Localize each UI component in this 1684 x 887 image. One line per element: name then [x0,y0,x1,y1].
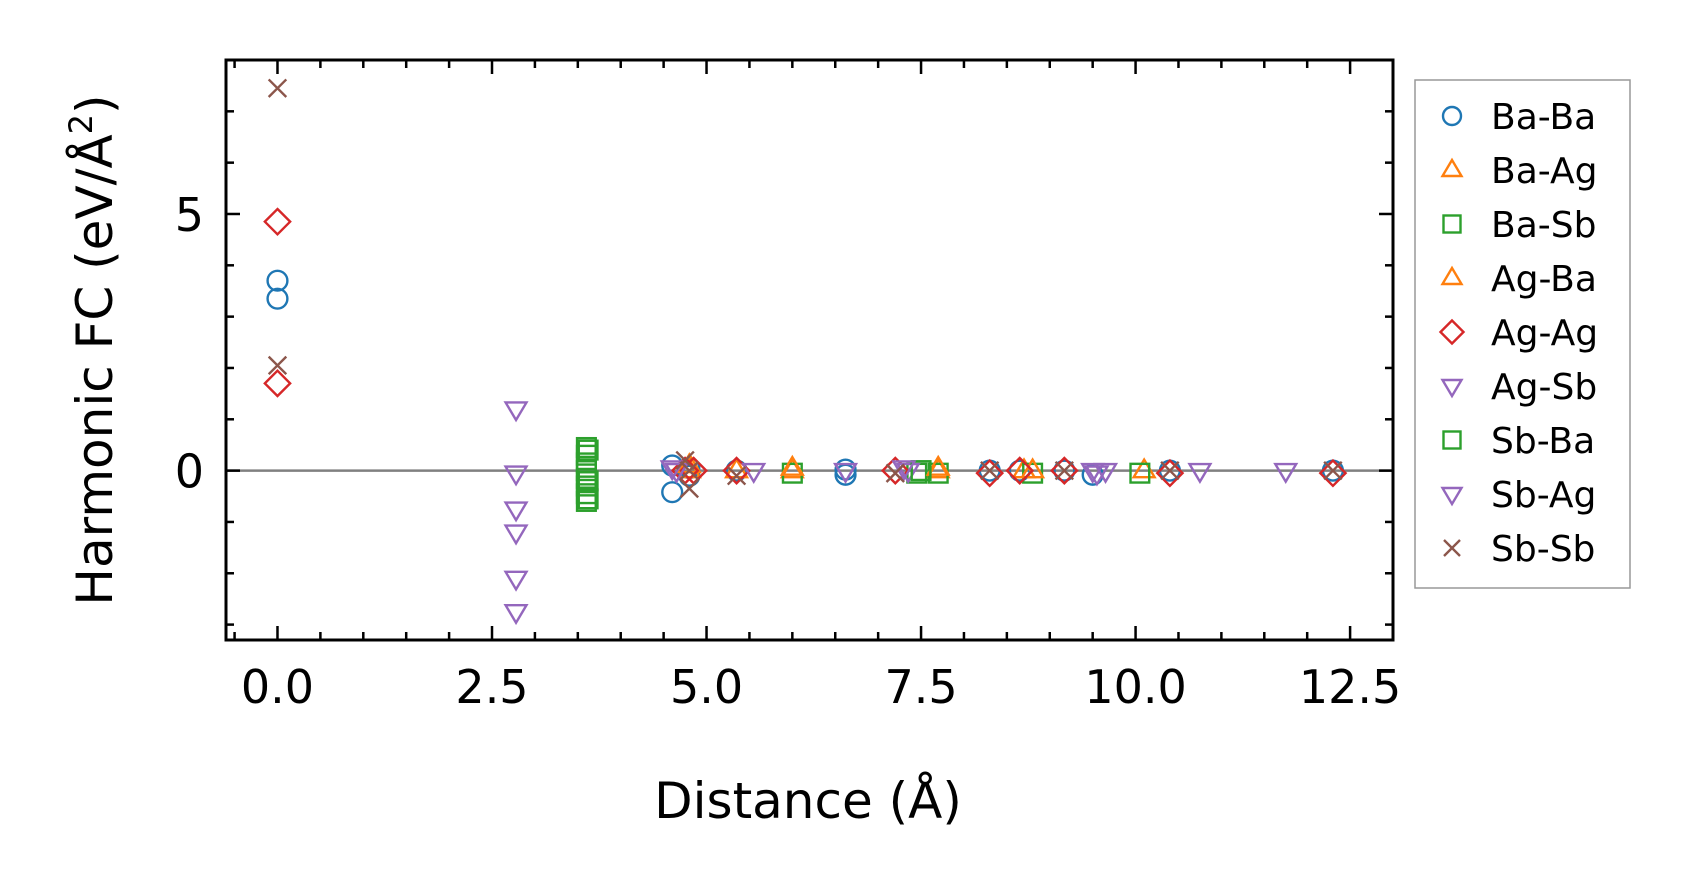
data-point-sb-ba [910,460,932,482]
data-point-ag-sb [741,462,767,484]
data-point-ag-sb [832,462,859,484]
y-axis-title-main: Harmonic FC (eV/Å [66,134,124,605]
data-point-ba-ag [925,457,951,479]
data-point-sb-ag [1084,465,1110,487]
data-point-sb-sb [885,463,905,483]
x-tick-label: 5.0 [670,660,743,714]
data-point-sb-sb [267,78,288,98]
legend-marker-ba-ba [1441,105,1463,127]
data-point-ag-sb [1273,462,1299,484]
legend-label-ba-ag: Ba-Ag [1491,151,1597,192]
data-point-sb-sb [726,466,747,486]
data-point-ba-ba [1053,459,1076,482]
data-point-ag-sb [503,524,529,546]
data-point-ba-ag [1131,457,1157,479]
legend-label-ba-sb: Ba-Sb [1491,205,1596,246]
data-point-ag-sb [503,570,529,592]
x-tick-label: 0.0 [241,660,314,714]
series-sb-ba [577,439,932,510]
data-point-sb-ba [577,439,599,461]
legend-label-ag-sb: Ag-Sb [1491,367,1597,408]
legend: Ba-Ba Ba-Ag Ba-Sb Ag-Ba Ag-Ag Ag-Sb Sb-Ba Sb-Ag… [1414,79,1631,589]
x-tick-label: 10.0 [1084,660,1186,714]
data-points-layer [263,78,1348,626]
data-point-ag-ag [1318,458,1348,488]
y-axis-title-superscript: 2 [62,114,100,134]
data-point-ag-sb [1092,462,1119,484]
legend-marker-ag-sb [1440,378,1464,399]
data-point-ag-ag [975,458,1005,488]
data-point-ba-sb [575,490,597,512]
legend-marker-ba-sb [1442,214,1462,234]
data-point-ag-sb [503,465,529,487]
data-point-sb-ba [577,488,599,510]
legend-marker-ag-ba [1440,265,1464,286]
data-point-ag-ag [1155,458,1185,488]
data-point-ba-ba [266,287,289,310]
x-tick-label: 7.5 [884,660,957,714]
data-point-sb-sb [1054,460,1074,481]
legend-marker-ba-ag [1440,157,1464,178]
data-point-ag-sb [895,462,921,484]
data-point-ba-sb [1129,462,1151,484]
legend-marker-ag-ag [1438,318,1466,346]
y-tick-label: 0 [175,445,204,499]
legend-marker-sb-sb [1443,539,1461,557]
data-point-sb-sb [1160,460,1180,481]
x-tick-label: 2.5 [455,660,528,714]
data-point-sb-sb [1323,460,1343,481]
y-axis-title-suffix: ) [66,94,124,114]
data-point-ag-ag [263,207,292,237]
data-point-ag-sb [503,501,529,523]
data-point-ag-ag [263,369,292,398]
axes-layer: 0.0 2.5 5.0 7.5 10.0 12.5 0 5 [175,58,1401,714]
data-point-ba-ag [779,457,805,479]
data-point-ag-sb [503,603,529,626]
data-point-ag-ag [1005,456,1035,485]
data-point-ba-ba [266,269,289,292]
data-point-ag-ba [779,454,805,476]
legend-label-sb-sb: Sb-Sb [1491,529,1595,570]
legend-label-ag-ba: Ag-Ba [1491,259,1597,300]
data-point-sb-ag [663,462,690,484]
legend-label-sb-ag: Sb-Ag [1491,475,1596,516]
data-point-ag-ag [1050,456,1079,485]
series-ag-ag [263,207,1348,488]
x-tick-label: 12.5 [1299,660,1401,714]
data-point-ag-sb [503,401,529,423]
series-ag-sb [503,401,1299,626]
legend-label-ag-ag: Ag-Ag [1491,313,1598,354]
data-point-sb-sb [267,355,288,376]
data-point-ag-ba [1020,457,1046,479]
data-point-sb-sb [679,478,700,499]
data-point-sb-sb [679,460,700,481]
x-axis-title: Distance (Å) [654,772,962,830]
series-ba-sb [575,436,1151,512]
y-axis-title: Harmonic FC (eV/Å2) [62,94,124,605]
data-point-sb-sb [980,460,1000,481]
y-tick-label: 5 [175,188,204,242]
series-ba-ba [266,269,1345,504]
legend-label-sb-ba: Sb-Ba [1491,421,1595,462]
legend-marker-sb-ba [1442,430,1462,450]
data-point-ag-sb [1187,462,1213,484]
plot-frame [224,58,1395,642]
legend-label-ba-ba: Ba-Ba [1491,97,1596,138]
data-point-ag-sb [659,460,685,482]
data-point-ag-ba [925,454,951,476]
data-point-ba-ba [661,481,684,504]
series-sb-sb [267,78,1343,499]
legend-marker-sb-ag [1440,486,1464,507]
data-point-sb-sb [675,450,695,471]
data-point-ag-sb [1080,462,1106,484]
